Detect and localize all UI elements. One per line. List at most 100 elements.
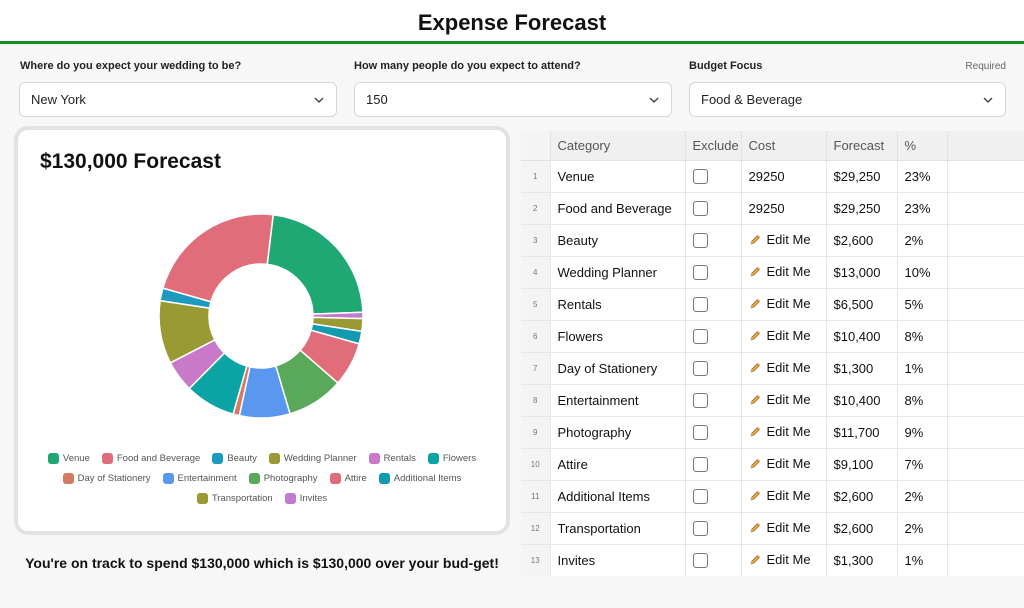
exclude-checkbox[interactable] (692, 457, 708, 473)
legend-swatch (368, 453, 380, 464)
location-label: Where do you expect your wedding to be? (20, 60, 242, 72)
exclude-checkbox[interactable] (692, 553, 708, 569)
cost-cell[interactable]: Edit Me (741, 256, 827, 289)
exclude-cell (685, 352, 742, 385)
forecast-cell: $29,250 (826, 160, 898, 193)
location-value: New York (31, 92, 86, 107)
exclude-checkbox[interactable] (692, 393, 708, 409)
forecast-cell: $1,300 (826, 544, 898, 576)
empty-cell (947, 384, 1024, 417)
cost-cell[interactable]: Edit Me (741, 416, 827, 449)
exclude-checkbox[interactable] (692, 361, 708, 377)
percent-header[interactable]: % (897, 131, 948, 161)
cost-value: Edit Me (766, 231, 811, 247)
legend-item[interactable]: Attire (329, 473, 367, 484)
row-number: 12 (521, 512, 551, 545)
exclude-cell (685, 192, 742, 225)
forecast-cell: $2,600 (826, 512, 898, 545)
empty-cell (947, 288, 1024, 321)
row-number: 11 (521, 480, 551, 513)
legend-item[interactable]: Day of Stationery (62, 473, 151, 484)
exclude-checkbox[interactable] (692, 329, 708, 345)
expense-table: Category Exclude Cost Forecast % 1 Venue 2… (521, 131, 1024, 576)
cost-cell[interactable]: Edit Me (741, 448, 827, 481)
legend-item[interactable]: Venue (47, 453, 90, 464)
cost-cell[interactable]: Edit Me (741, 288, 827, 321)
cost-cell[interactable]: Edit Me (741, 352, 827, 385)
exclude-checkbox[interactable] (692, 297, 708, 313)
legend-item[interactable]: Invites (284, 493, 327, 504)
forecast-cell: $2,600 (826, 224, 898, 257)
category-cell: Food and Beverage (550, 192, 686, 225)
empty-header (947, 131, 1024, 161)
row-number: 10 (521, 448, 551, 481)
legend-item[interactable]: Flowers (427, 453, 476, 464)
table-row: 4 Wedding Planner Edit Me $13,000 10% (521, 256, 1024, 289)
cost-value: Edit Me (766, 519, 811, 535)
exclude-checkbox[interactable] (692, 169, 708, 185)
budget-focus-select[interactable]: Food & Beverage (689, 82, 1006, 117)
legend-item[interactable]: Beauty (212, 453, 257, 464)
page-title: Expense Forecast (417, 10, 607, 35)
legend-item[interactable]: Wedding Planner (268, 453, 357, 464)
percent-cell: 2% (897, 224, 948, 257)
legend-item[interactable]: Food and Beverage (101, 453, 201, 464)
legend-label: Venue (62, 453, 90, 464)
exclude-cell (685, 320, 742, 353)
pencil-icon (749, 522, 761, 537)
cost-cell[interactable]: 29250 (741, 192, 827, 225)
exclude-checkbox[interactable] (692, 489, 708, 505)
legend-swatch (248, 473, 260, 484)
exclude-checkbox[interactable] (692, 425, 708, 441)
category-cell: Invites (550, 544, 686, 576)
cost-value: Edit Me (766, 551, 811, 567)
legend-label: Food and Beverage (116, 453, 201, 464)
legend-swatch (196, 493, 208, 504)
donut-slice-food-and-beverage[interactable] (161, 213, 275, 303)
forecast-header[interactable]: Forecast (826, 131, 898, 161)
exclude-checkbox[interactable] (692, 233, 708, 249)
pencil-icon (749, 330, 761, 345)
table-row: 7 Day of Stationery Edit Me $1,300 1% (521, 352, 1024, 385)
donut-slice-venue[interactable] (266, 213, 364, 315)
cost-cell[interactable]: Edit Me (741, 480, 827, 513)
legend-item[interactable]: Photography (248, 473, 318, 484)
category-cell: Wedding Planner (550, 256, 686, 289)
category-cell: Venue (550, 160, 686, 193)
legend-item[interactable]: Additional Items (378, 473, 461, 484)
exclude-cell (685, 448, 742, 481)
legend-item[interactable]: Transportation (196, 493, 273, 504)
legend-label: Attire (344, 473, 367, 484)
legend-item[interactable]: Rentals (368, 453, 416, 464)
legend-item[interactable]: Entertainment (162, 473, 237, 484)
exclude-checkbox[interactable] (692, 521, 708, 537)
budget-summary: You're on track to spend $130,000 which … (25, 555, 499, 571)
empty-cell (947, 192, 1024, 225)
cost-cell[interactable]: Edit Me (741, 320, 827, 353)
table-row: 5 Rentals Edit Me $6,500 5% (521, 288, 1024, 321)
empty-cell (947, 480, 1024, 513)
pencil-icon (749, 298, 761, 313)
table-row: 2 Food and Beverage 29250 $29,250 23% (521, 192, 1024, 225)
exclude-header[interactable]: Exclude (685, 131, 742, 161)
category-header[interactable]: Category (550, 131, 686, 161)
percent-cell: 2% (897, 480, 948, 513)
forecast-cell: $9,100 (826, 448, 898, 481)
cost-cell[interactable]: Edit Me (741, 384, 827, 417)
empty-cell (947, 544, 1024, 576)
exclude-cell (685, 512, 742, 545)
percent-cell: 9% (897, 416, 948, 449)
exclude-checkbox[interactable] (692, 201, 708, 217)
cost-cell[interactable]: 29250 (741, 160, 827, 193)
cost-cell[interactable]: Edit Me (741, 224, 827, 257)
cost-cell[interactable]: Edit Me (741, 512, 827, 545)
location-select[interactable]: New York (19, 82, 337, 117)
category-cell: Attire (550, 448, 686, 481)
cost-header[interactable]: Cost (741, 131, 827, 161)
required-label: Required (965, 61, 1006, 72)
exclude-checkbox[interactable] (692, 265, 708, 281)
cost-cell[interactable]: Edit Me (741, 544, 827, 576)
pencil-icon (749, 458, 761, 473)
attendance-select[interactable]: 150 (354, 82, 672, 117)
legend-label: Photography (263, 473, 318, 484)
